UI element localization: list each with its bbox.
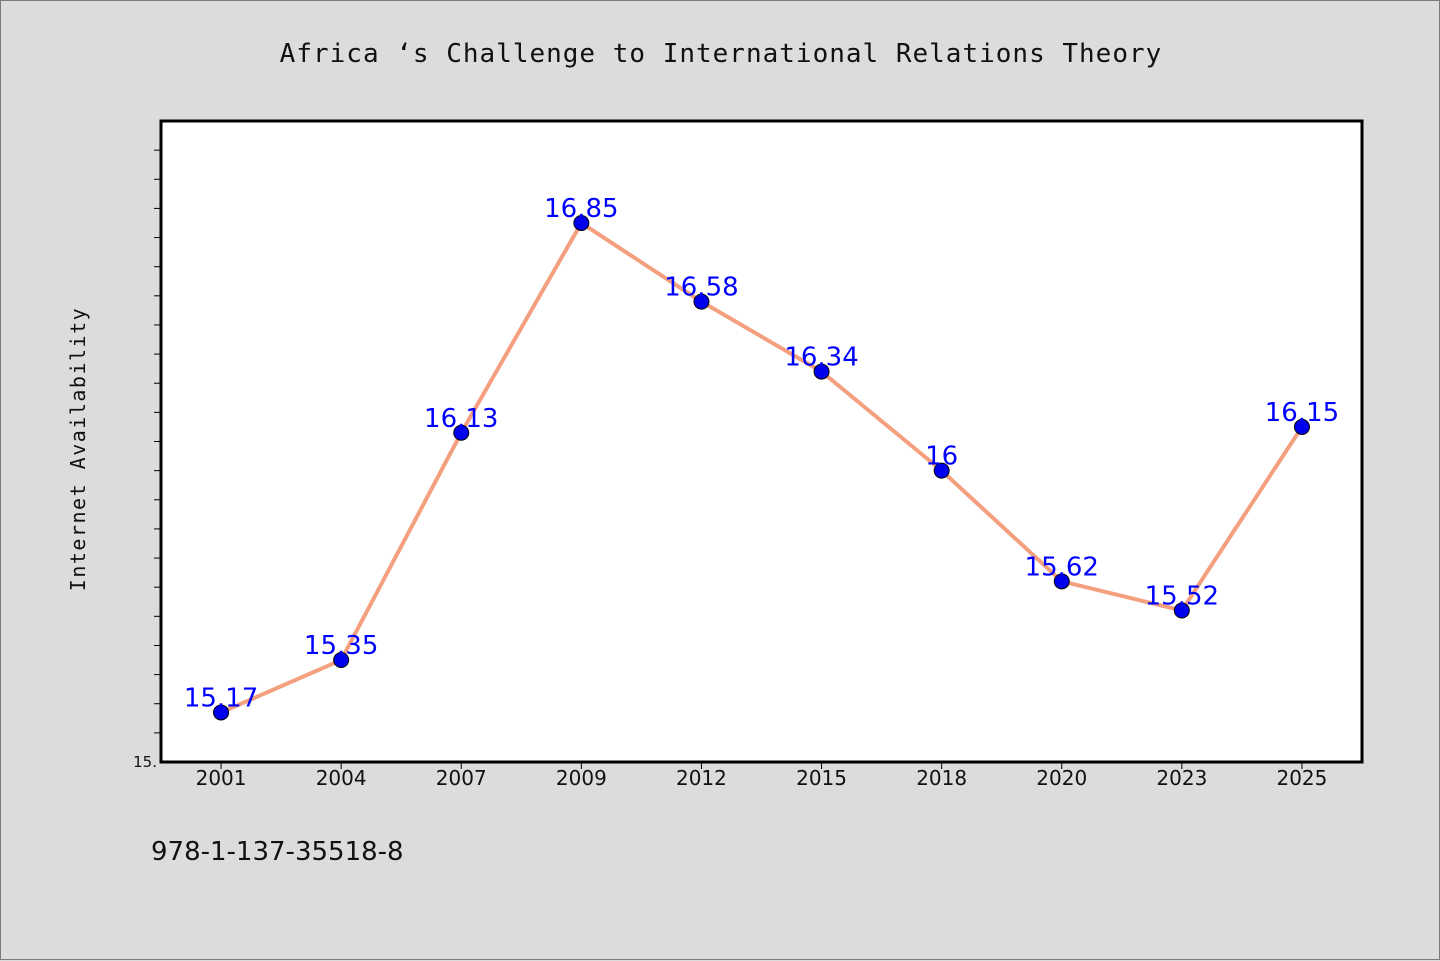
x-axis-ticks: 2001 2004 2007 2009 2012 2015 2018 2020 2023 2025 [196, 762, 1327, 790]
series-markers [213, 214, 1310, 721]
x-tick-label: 2001 [196, 766, 247, 790]
y-axis-ticks [154, 149, 161, 734]
data-labels: 15.17 15.35 16.13 16.85 16.58 16.34 16 15.62 15.… [184, 194, 1339, 713]
data-point [333, 652, 350, 669]
data-point [1053, 573, 1070, 590]
x-tick-label: 2015 [796, 766, 847, 790]
data-label: 15.62 [1025, 552, 1099, 582]
data-label: 16.58 [664, 273, 738, 303]
x-tick-label: 2023 [1156, 766, 1207, 790]
footnote-isbn: 978-1-137-35518-8 [151, 837, 404, 867]
data-point [1293, 418, 1310, 435]
plot-area [159, 119, 1364, 764]
x-tick-label: 2025 [1276, 766, 1327, 790]
data-point [453, 424, 470, 441]
data-point [213, 704, 230, 721]
data-label: 16.15 [1265, 398, 1339, 428]
data-point [1173, 602, 1190, 619]
chart-title: Africa ‘s Challenge to International Rel… [279, 39, 1163, 69]
data-point [813, 363, 830, 380]
y-tick-label: 15. [133, 753, 157, 771]
series-line [220, 220, 1304, 715]
data-label: 15.35 [304, 631, 378, 661]
data-label: 16.13 [424, 404, 498, 434]
x-tick-label: 2020 [1036, 766, 1087, 790]
data-label: 15.17 [184, 683, 258, 713]
data-point [573, 214, 590, 231]
data-point [933, 462, 950, 479]
x-tick-label: 2018 [916, 766, 967, 790]
x-tick-label: 2004 [316, 766, 367, 790]
data-label: 16 [925, 442, 958, 472]
x-tick-label: 2009 [556, 766, 607, 790]
data-label: 16.85 [544, 194, 618, 224]
x-tick-label: 2012 [676, 766, 727, 790]
data-label: 16.34 [784, 343, 858, 373]
data-label: 15.52 [1145, 581, 1219, 611]
data-point [693, 293, 710, 310]
x-tick-label: 2007 [436, 766, 487, 790]
